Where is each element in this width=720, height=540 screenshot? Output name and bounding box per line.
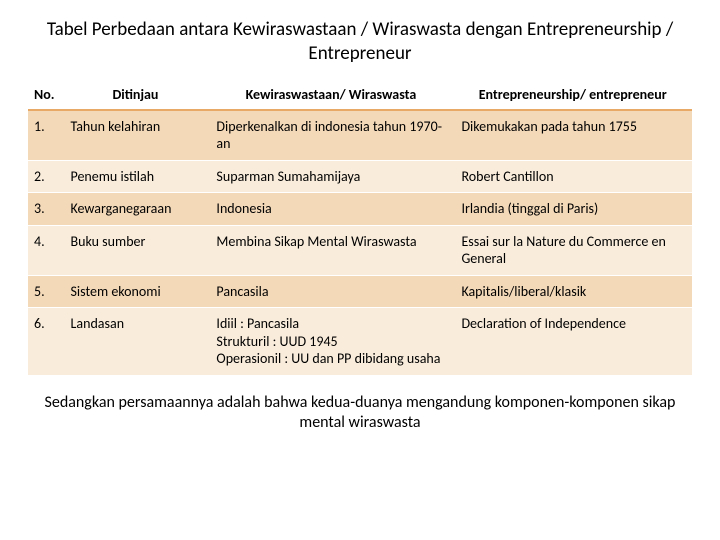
cell-no: 6. xyxy=(28,308,63,375)
cell-entrepreneurship: Declaration of Independence xyxy=(453,308,692,375)
cell-ditinjau: Kewarganegaraan xyxy=(63,193,209,226)
cell-no: 5. xyxy=(28,275,63,308)
cell-entrepreneurship: Robert Cantillon xyxy=(453,160,692,193)
table-row: 2. Penemu istilah Suparman Sumahamijaya … xyxy=(28,160,692,193)
cell-entrepreneurship: Irlandia (tinggal di Paris) xyxy=(453,193,692,226)
cell-kewiraswastaan: Diperkenalkan di indonesia tahun 1970-an xyxy=(208,110,453,161)
cell-ditinjau: Tahun kelahiran xyxy=(63,110,209,161)
cell-no: 1. xyxy=(28,110,63,161)
cell-kewiraswastaan: Suparman Sumahamijaya xyxy=(208,160,453,193)
cell-kewiraswastaan: Idiil : PancasilaStrukturil : UUD 1945Op… xyxy=(208,308,453,375)
cell-kewiraswastaan: Pancasila xyxy=(208,275,453,308)
table-row: 1. Tahun kelahiran Diperkenalkan di indo… xyxy=(28,110,692,161)
cell-no: 4. xyxy=(28,225,63,275)
cell-kewiraswastaan: Membina Sikap Mental Wiraswasta xyxy=(208,225,453,275)
footer-text: Sedangkan persamaannya adalah bahwa kedu… xyxy=(28,393,692,435)
col-header-no: No. xyxy=(28,80,63,110)
comparison-table: No. Ditinjau Kewiraswastaan/ Wiraswasta … xyxy=(28,80,692,375)
cell-ditinjau: Buku sumber xyxy=(63,225,209,275)
cell-kewiraswastaan: Indonesia xyxy=(208,193,453,226)
page-title: Tabel Perbedaan antara Kewiraswastaan / … xyxy=(28,18,692,66)
cell-entrepreneurship: Kapitalis/liberal/klasik xyxy=(453,275,692,308)
cell-entrepreneurship: Essai sur la Nature du Commerce en Gener… xyxy=(453,225,692,275)
cell-no: 3. xyxy=(28,193,63,226)
table-header-row: No. Ditinjau Kewiraswastaan/ Wiraswasta … xyxy=(28,80,692,110)
table-row: 5. Sistem ekonomi Pancasila Kapitalis/li… xyxy=(28,275,692,308)
table-row: 4. Buku sumber Membina Sikap Mental Wira… xyxy=(28,225,692,275)
table-row: 3. Kewarganegaraan Indonesia Irlandia (t… xyxy=(28,193,692,226)
cell-ditinjau: Landasan xyxy=(63,308,209,375)
col-header-kewiraswastaan: Kewiraswastaan/ Wiraswasta xyxy=(208,80,453,110)
col-header-ditinjau: Ditinjau xyxy=(63,80,209,110)
table-body: 1. Tahun kelahiran Diperkenalkan di indo… xyxy=(28,110,692,375)
cell-entrepreneurship: Dikemukakan pada tahun 1755 xyxy=(453,110,692,161)
col-header-entrepreneurship: Entrepreneurship/ entrepreneur xyxy=(453,80,692,110)
table-row: 6. Landasan Idiil : PancasilaStrukturil … xyxy=(28,308,692,375)
cell-ditinjau: Penemu istilah xyxy=(63,160,209,193)
cell-no: 2. xyxy=(28,160,63,193)
cell-ditinjau: Sistem ekonomi xyxy=(63,275,209,308)
